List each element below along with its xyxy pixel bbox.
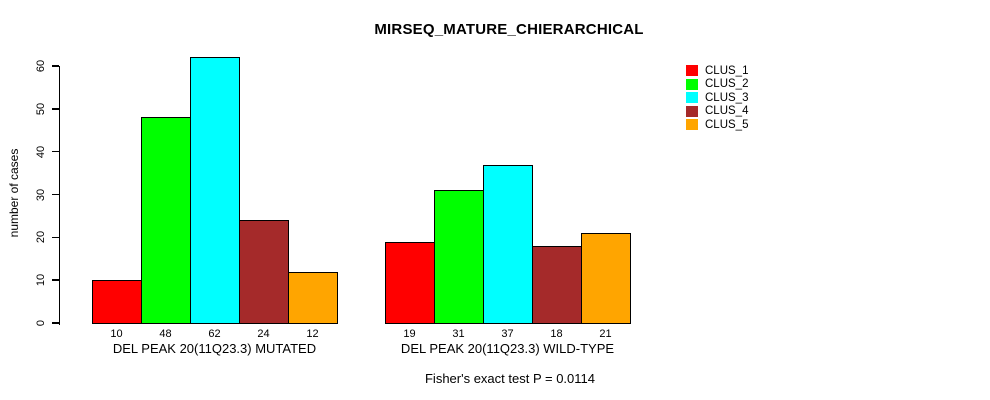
- y-tick-mark: [51, 150, 59, 153]
- chart-title: MIRSEQ_MATURE_CHIERARCHICAL: [374, 21, 644, 38]
- bar-clus_1-group2: [385, 241, 435, 325]
- bar-value-label: 12: [306, 328, 319, 340]
- bar-clus_3-group2: [483, 164, 533, 325]
- y-tick-label: 60: [35, 59, 47, 73]
- bar-value-label: 10: [110, 328, 123, 340]
- y-tick-mark: [51, 322, 59, 324]
- y-tick-mark: [51, 193, 59, 196]
- y-tick-label: 20: [35, 231, 47, 244]
- group-label: DEL PEAK 20(11Q23.3) MUTATED: [112, 341, 317, 356]
- legend-item-clus_4: CLUS_4: [686, 105, 748, 119]
- bar-clus_4-group1: [239, 220, 289, 325]
- legend-swatch: [686, 78, 698, 90]
- legend-item-clus_3: CLUS_3: [686, 91, 748, 105]
- legend-swatch: [686, 92, 698, 104]
- y-tick-mark: [51, 108, 59, 110]
- group-label: DEL PEAK 20(11Q23.3) WILD-TYPE: [400, 341, 615, 356]
- bar-value-label: 24: [257, 328, 270, 340]
- bar-clus_5-group1: [288, 271, 338, 325]
- y-tick-label: 10: [35, 274, 47, 287]
- legend-label: CLUS_1: [705, 64, 749, 77]
- y-tick-label: 0: [35, 319, 47, 327]
- y-tick-mark: [51, 236, 59, 239]
- bar-clus_3-group1: [190, 57, 240, 325]
- bar-value-label: 31: [452, 328, 465, 340]
- y-axis-title: number of cases: [7, 148, 21, 238]
- legend-label: CLUS_4: [705, 105, 749, 118]
- legend-item-clus_2: CLUS_2: [686, 78, 748, 92]
- bar-value-label: 19: [403, 328, 416, 340]
- bar-clus_4-group2: [532, 245, 582, 325]
- bar-clus_2-group2: [434, 190, 484, 325]
- y-tick-label: 30: [35, 188, 47, 201]
- bar-clus_1-group1: [92, 280, 142, 325]
- legend-item-clus_5: CLUS_5: [686, 118, 748, 132]
- legend-label: CLUS_5: [705, 118, 749, 131]
- bar-value-label: 37: [501, 328, 514, 340]
- bar-clus_5-group2: [581, 233, 631, 325]
- legend-swatch: [686, 65, 698, 77]
- legend-label: CLUS_2: [705, 78, 749, 91]
- y-tick-mark: [51, 279, 59, 281]
- bar-value-label: 21: [599, 328, 612, 340]
- legend-swatch: [686, 119, 698, 131]
- legend-item-clus_1: CLUS_1: [686, 64, 748, 78]
- annotation-text: Fisher's exact test P = 0.0114: [424, 371, 596, 386]
- bar-value-label: 62: [208, 328, 221, 340]
- bar-clus_2-group1: [141, 117, 191, 325]
- legend-label: CLUS_3: [705, 91, 749, 104]
- y-axis-line: [58, 66, 60, 325]
- legend: CLUS_1 CLUS_2 CLUS_3 CLUS_4 CLUS_5: [686, 64, 748, 132]
- y-tick-label: 50: [35, 102, 47, 115]
- bar-value-label: 48: [159, 328, 172, 340]
- bar-value-label: 18: [550, 328, 563, 340]
- legend-swatch: [686, 105, 698, 117]
- y-tick-mark: [51, 65, 59, 67]
- y-tick-label: 40: [35, 145, 47, 158]
